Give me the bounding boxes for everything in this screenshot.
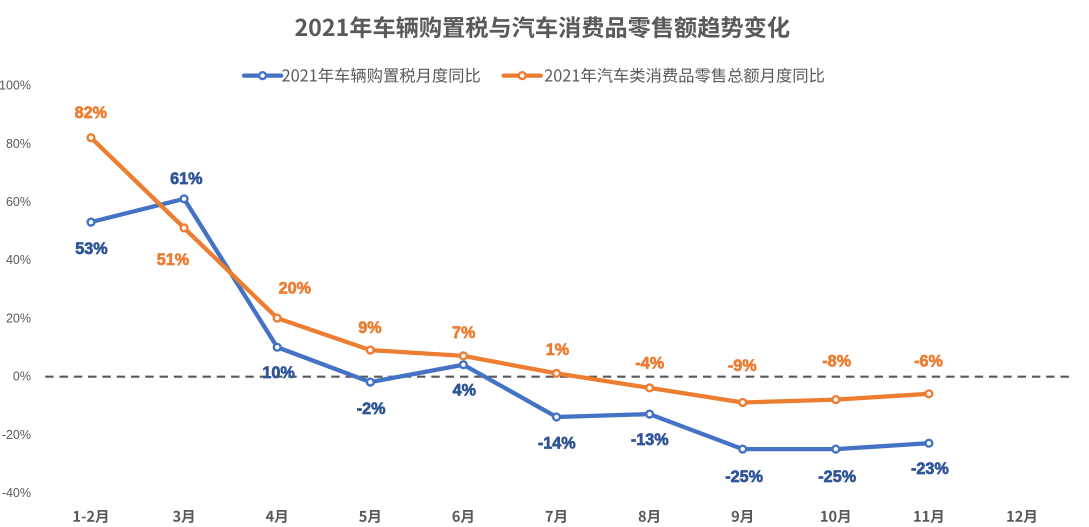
svg-text:40%: 40% <box>6 253 31 267</box>
svg-text:7%: 7% <box>452 324 475 342</box>
svg-text:80%: 80% <box>6 137 31 151</box>
svg-text:-14%: -14% <box>538 434 576 452</box>
svg-text:-2%: -2% <box>357 400 386 418</box>
svg-text:51%: 51% <box>157 251 189 269</box>
svg-text:-23%: -23% <box>911 460 949 478</box>
svg-text:-6%: -6% <box>914 353 943 371</box>
svg-text:53%: 53% <box>75 240 107 258</box>
svg-text:0%: 0% <box>13 370 31 384</box>
svg-text:-20%: -20% <box>2 428 31 442</box>
svg-text:1%: 1% <box>546 341 569 359</box>
svg-text:-13%: -13% <box>631 431 669 449</box>
svg-text:-40%: -40% <box>2 486 31 500</box>
svg-text:61%: 61% <box>170 170 202 188</box>
svg-text:-25%: -25% <box>818 468 856 486</box>
svg-text:100%: 100% <box>0 79 31 93</box>
svg-text:82%: 82% <box>75 104 107 122</box>
svg-text:-4%: -4% <box>635 354 664 372</box>
svg-text:4%: 4% <box>453 381 476 399</box>
svg-text:-9%: -9% <box>728 357 757 375</box>
svg-text:20%: 20% <box>279 280 311 298</box>
svg-text:20%: 20% <box>6 311 31 325</box>
svg-text:10%: 10% <box>262 364 294 382</box>
svg-text:60%: 60% <box>6 195 31 209</box>
svg-text:-8%: -8% <box>822 353 851 371</box>
svg-text:-25%: -25% <box>725 468 763 486</box>
svg-text:9%: 9% <box>358 319 381 337</box>
